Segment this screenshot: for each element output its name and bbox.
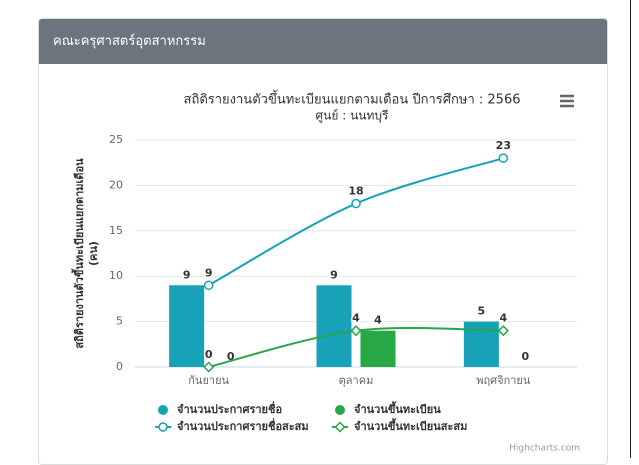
legend-label[interactable]: จำนวนขึ้นทะเบียน bbox=[354, 401, 441, 416]
y-tick-label: 15 bbox=[109, 224, 123, 237]
point-marker bbox=[497, 325, 509, 337]
data-label: 4 bbox=[500, 312, 508, 325]
bar bbox=[463, 321, 499, 367]
data-label: 9 bbox=[205, 266, 213, 279]
y-tick-label: 10 bbox=[109, 269, 123, 282]
data-label: 23 bbox=[496, 139, 511, 152]
credits: Highcharts.com bbox=[509, 444, 580, 454]
legend-label[interactable]: จำนวนประกาศรายชื่อสะสม bbox=[177, 418, 309, 433]
bar bbox=[360, 330, 396, 367]
data-label: 0 bbox=[227, 350, 235, 363]
card-header: คณะครุศาสตร์อุตสาหกรรม bbox=[39, 19, 607, 64]
y-axis-title: (คน) bbox=[87, 241, 100, 266]
legend-symbol bbox=[334, 421, 346, 433]
y-tick-label: 0 bbox=[116, 360, 123, 373]
point-marker bbox=[351, 198, 361, 209]
y-tick-label: 25 bbox=[109, 133, 123, 146]
menu-button[interactable] bbox=[560, 94, 574, 108]
bar bbox=[169, 285, 205, 367]
point-marker bbox=[350, 325, 362, 337]
data-label: 18 bbox=[348, 185, 363, 198]
data-label: 9 bbox=[183, 268, 191, 281]
x-tick-label: กันยายน bbox=[188, 374, 229, 387]
data-label: 9 bbox=[330, 268, 338, 281]
data-label: 5 bbox=[478, 305, 486, 318]
legend-label[interactable]: จำนวนขึ้นทะเบียนสะสม bbox=[354, 418, 467, 433]
legend-symbol bbox=[335, 405, 345, 415]
y-tick-label: 20 bbox=[109, 178, 123, 191]
legend-label[interactable]: จำนวนประกาศรายชื่อ bbox=[177, 401, 282, 416]
data-label: 4 bbox=[374, 314, 382, 327]
point-marker bbox=[203, 361, 215, 373]
point-marker bbox=[498, 153, 509, 163]
frame bbox=[630, 0, 631, 458]
x-tick-label: ตุลาคม bbox=[339, 374, 374, 387]
card: คณะครุศาสตร์อุตสาหกรรม bbox=[38, 18, 608, 465]
x-tick-label: พฤศจิกายน bbox=[476, 374, 531, 387]
bar bbox=[316, 285, 352, 367]
point-marker bbox=[203, 280, 214, 291]
line bbox=[208, 157, 504, 287]
y-axis-title: สถิติรายงานตัวขึ้นทะเบียนแยกตามเดือน bbox=[71, 158, 86, 349]
data-label: 0 bbox=[522, 350, 530, 363]
legend-symbol bbox=[158, 405, 168, 415]
y-tick-label: 5 bbox=[116, 315, 123, 328]
data-label: 4 bbox=[352, 312, 360, 325]
chart-subtitle: ศูนย์ : นนทบุรี bbox=[316, 109, 389, 124]
legend-symbol bbox=[158, 422, 168, 432]
chart-title: สถิติรายงานตัวขึ้นทะเบียนแยกตามเดือน ปีก… bbox=[184, 90, 521, 108]
data-label: 0 bbox=[205, 348, 213, 361]
